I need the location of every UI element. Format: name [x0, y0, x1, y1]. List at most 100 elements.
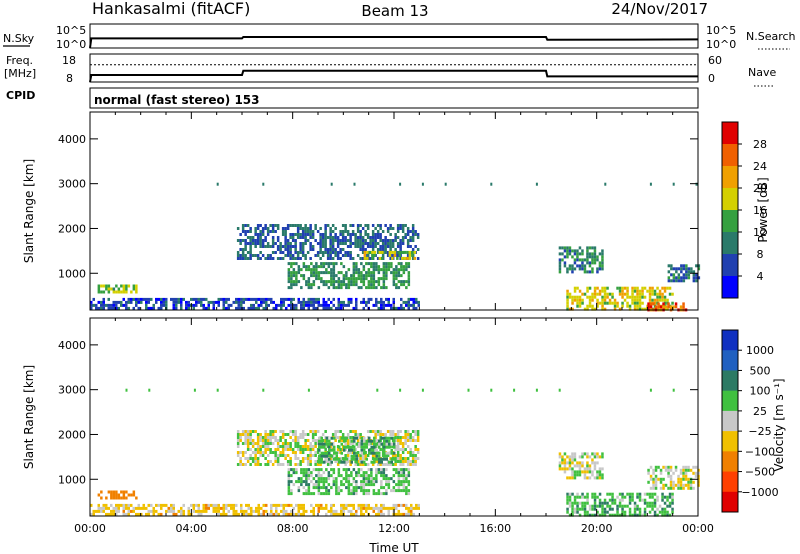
heatmap-cell: [275, 503, 278, 507]
heatmap-cell: [618, 492, 622, 496]
heatmap-cell: [261, 451, 265, 454]
heatmap-cell: [256, 442, 260, 445]
heatmap-cell: [292, 512, 295, 516]
heatmap-cell: [249, 454, 252, 457]
heatmap-cell: [670, 279, 673, 283]
heatmap-cell: [402, 483, 406, 487]
heatmap-cell: [372, 271, 376, 275]
heatmap-cell: [568, 458, 572, 462]
heatmap-cell: [581, 464, 584, 468]
heatmap-cell: [142, 297, 145, 301]
heatmap-cell: [271, 430, 275, 433]
heatmap-cell: [657, 465, 660, 469]
heatmap-cell: [407, 306, 410, 310]
heatmap-cell: [583, 267, 587, 271]
heatmap-cell: [608, 513, 612, 517]
heatmap-cell: [342, 283, 346, 287]
heatmap-cell: [274, 451, 277, 454]
heatmap-cell: [578, 473, 582, 477]
heatmap-cell: [360, 262, 363, 266]
heatmap-cell: [401, 448, 405, 451]
heatmap-cell: [586, 289, 589, 293]
heatmap-cell: [352, 468, 356, 472]
velocity-heatmap-cells: [90, 388, 700, 517]
heatmap-cell: [266, 439, 270, 442]
heatmap-cell: [672, 305, 675, 309]
heatmap-cell: [271, 224, 275, 227]
heatmap-cell: [309, 227, 312, 230]
heatmap-cell: [276, 248, 280, 251]
heatmap-cell: [165, 297, 168, 301]
heatmap-cell: [638, 304, 642, 308]
heatmap-cell: [162, 303, 165, 307]
heatmap-cell: [287, 274, 291, 278]
heatmap-cell: [192, 303, 195, 307]
heatmap-cell: [611, 292, 614, 296]
heatmap-cell: [348, 445, 351, 449]
heatmap-cell: [404, 233, 407, 236]
heatmap-cell: [292, 468, 296, 472]
heatmap-cell: [621, 513, 624, 517]
heatmap-cell: [380, 506, 383, 510]
heatmap-cell: [249, 242, 252, 245]
heatmap-cell: [643, 507, 647, 511]
heatmap-cell: [304, 230, 307, 233]
heatmap-cell: [315, 297, 318, 301]
heatmap-cell: [573, 476, 577, 480]
heatmap-cell: [322, 265, 326, 269]
heatmap-cell: [264, 451, 267, 454]
heatmap-cell: [309, 245, 312, 248]
heatmap-cell: [398, 253, 402, 257]
heatmap-cell: [365, 492, 368, 496]
heatmap-cell: [145, 506, 148, 510]
heatmap-cell: [100, 490, 103, 494]
heatmap-cell: [327, 271, 331, 275]
heatmap-cell: [249, 254, 252, 257]
heatmap-cell: [261, 254, 265, 257]
heatmap-cell: [170, 506, 173, 510]
heatmap-cell: [269, 245, 272, 248]
heatmap-cell: [274, 230, 277, 233]
heatmap-cell: [291, 245, 295, 248]
heatmap-cell: [289, 457, 292, 460]
heatmap-cell: [297, 268, 301, 272]
heatmap-cell: [249, 236, 252, 239]
heatmap-cell: [628, 295, 632, 299]
heatmap-cell: [317, 271, 321, 275]
heatmap-cell: [290, 468, 293, 472]
heatmap-cell: [638, 301, 642, 305]
heatmap-cell: [309, 257, 312, 260]
heatmap-cell: [349, 463, 352, 466]
heatmap-cell: [295, 271, 298, 275]
heatmap-cell: [315, 468, 318, 472]
heatmap-cell: [664, 483, 668, 487]
heatmap-cell: [262, 388, 265, 392]
colorbar-swatch: [722, 188, 738, 211]
heatmap-cell: [105, 496, 108, 500]
heatmap-cell: [387, 268, 391, 272]
heatmap-cell: [347, 300, 350, 304]
heatmap-cell: [351, 430, 355, 433]
heatmap-cell: [250, 297, 253, 301]
heatmap-cell: [568, 252, 572, 256]
heatmap-cell: [396, 242, 400, 245]
heatmap-cell: [411, 436, 415, 439]
heatmap-cell: [393, 436, 396, 440]
heatmap-cell: [623, 513, 627, 517]
heatmap-cell: [392, 271, 396, 275]
heatmap-cell: [350, 445, 353, 449]
heatmap-cell: [319, 245, 322, 248]
heatmap-cell: [130, 290, 133, 294]
heatmap-cell: [404, 436, 407, 439]
heatmap-cell: [145, 300, 148, 304]
heatmap-cell: [360, 277, 363, 281]
heatmap-cell: [352, 486, 356, 490]
heatmap-cell: [371, 233, 375, 236]
heatmap-cell: [355, 454, 358, 458]
heatmap-cell: [598, 473, 602, 477]
heatmap-cell: [375, 468, 378, 472]
heatmap-cell: [269, 430, 272, 433]
heatmap-cell: [107, 290, 111, 294]
heatmap-cell: [407, 297, 410, 301]
heatmap-cell: [388, 445, 391, 449]
